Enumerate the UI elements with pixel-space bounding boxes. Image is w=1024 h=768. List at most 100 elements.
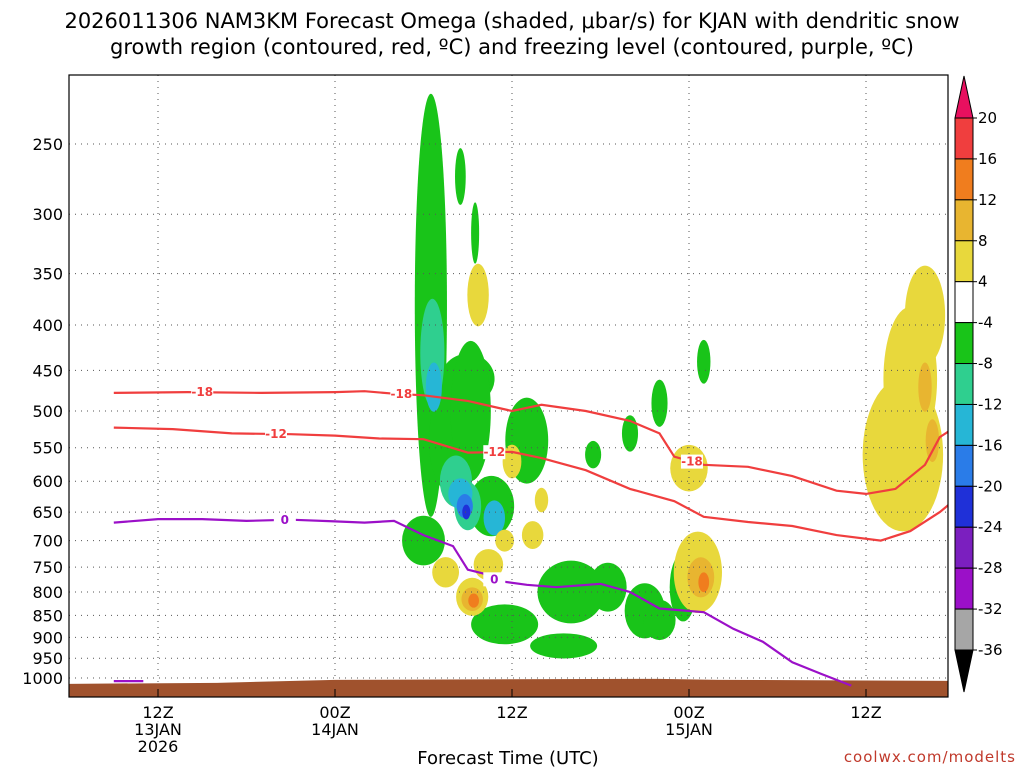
temperature-contours: -18 -18 -18 -12 -12 0 0 (113, 385, 948, 687)
omega-shade-6-2 (918, 362, 932, 412)
y-tick-label-400: 400 (32, 316, 63, 335)
contour-label-bg-1 (390, 387, 413, 402)
omega-shade-5-5 (521, 521, 544, 550)
omega-shade-7-1 (698, 572, 710, 593)
omega-shade-0-16 (697, 339, 711, 384)
colorbar-tick-label-13: -36 (978, 641, 1003, 659)
x-tick-label-4-0: 12Z (850, 703, 881, 722)
contour-label-5: 0 (281, 513, 289, 527)
y-tick-label-550: 550 (32, 439, 63, 458)
contour-label-bg-3 (265, 426, 287, 441)
colorbar-swatch-1 (954, 158, 974, 201)
y-tick-label-800: 800 (32, 583, 63, 602)
omega-shade-5-6 (502, 444, 522, 479)
y-tick-label-450: 450 (32, 361, 63, 380)
contour-label-0: -18 (191, 385, 213, 399)
colorbar-tick-label-1: 16 (978, 150, 997, 168)
colorbar-swatch-12 (954, 608, 974, 651)
x-tick-label-0-2: 2026 (138, 737, 179, 756)
contour-label-4: -12 (483, 445, 505, 459)
terrain-fill-shape (69, 678, 948, 697)
colorbar-top-arrow (954, 75, 974, 119)
contour-label-bg-4 (483, 445, 506, 460)
omega-shade-5-4 (495, 529, 515, 552)
colorbar-tick-label-10: -24 (978, 518, 1003, 536)
omega-shade-6-3 (925, 419, 940, 463)
colorbar-tick-label-2: 12 (978, 191, 997, 209)
x-tick-label-1-0: 00Z (319, 703, 350, 722)
terrain-fill (69, 678, 948, 697)
contour-0 (113, 390, 948, 496)
contour-label-bg-6 (483, 572, 506, 587)
colorbar-swatch-10 (954, 526, 974, 569)
y-tick-label-950: 950 (32, 649, 63, 668)
omega-shade-0-9 (530, 633, 598, 659)
colorbar-swatch-3 (954, 240, 974, 283)
colorbar-swatch-4 (954, 281, 974, 324)
colorbar-swatch-11 (954, 567, 974, 610)
omega-shade-0-18 (455, 148, 466, 205)
colorbar-tick-label-12: -32 (978, 600, 1003, 618)
colorbar-tick-label-8: -16 (978, 436, 1003, 454)
colorbar-tick-label-5: -4 (978, 314, 993, 332)
grid-lines (69, 75, 948, 697)
y-tick-label-600: 600 (32, 472, 63, 491)
x-tick-label-0-1: 13JAN (134, 720, 182, 739)
colorbar-tick-label-0: 20 (978, 109, 997, 127)
y-tick-label-700: 700 (32, 532, 63, 551)
x-tick-label-2-0: 12Z (496, 703, 527, 722)
y-tick-label-350: 350 (32, 265, 63, 284)
y-tick-label-750: 750 (32, 558, 63, 577)
colorbar-swatch-5 (954, 322, 974, 365)
y-tick-label-500: 500 (32, 402, 63, 421)
omega-shade-0-17 (585, 440, 602, 469)
colorbar-bottom-arrow (954, 649, 974, 693)
omega-shade-0-15 (651, 379, 668, 427)
colorbar-tick-label-4: 4 (978, 273, 988, 291)
omega-shade-0-8 (537, 560, 605, 624)
omega-shade-5-9 (534, 487, 549, 513)
omega-shade-0-19 (471, 202, 480, 264)
contour-label-1: -18 (391, 387, 413, 401)
colorbar-tick-label-9: -20 (978, 477, 1003, 495)
omega-shade-5-12 (904, 265, 946, 365)
x-tick-label-0-0: 12Z (142, 703, 173, 722)
plot-area: -18 -18 -18 -12 -12 0 0 250 300 350 400 450 500 550 6… (22, 74, 949, 756)
omega-shade-0-7 (471, 604, 539, 645)
colorbar-swatch-7 (954, 403, 974, 446)
y-tick-label-250: 250 (32, 135, 63, 154)
omega-shade-2-2 (483, 500, 506, 536)
x-tick-label-1-1: 14JAN (311, 720, 359, 739)
omega-shading (402, 93, 946, 659)
colorbar-swatch-2 (954, 199, 974, 242)
colorbar-swatch-0 (954, 117, 974, 160)
contour-label-bg-5 (273, 512, 296, 527)
y-tick-label-1000: 1000 (22, 669, 63, 688)
chart-title-line1: 2026011306 NAM3KM Forecast Omega (shaded… (64, 9, 959, 33)
contour-label-6: 0 (490, 572, 498, 586)
colorbar-swatch-8 (954, 444, 974, 487)
omega-shade-0-10 (589, 562, 627, 612)
y-tick-label-300: 300 (32, 205, 63, 224)
y-tick-label-900: 900 (32, 628, 63, 647)
omega-shade-0-12 (643, 599, 676, 641)
plot-frame (68, 74, 949, 698)
y-tick-label-850: 850 (32, 606, 63, 625)
contour-label-3: -12 (265, 427, 287, 441)
omega-shade-5-1 (432, 557, 460, 588)
omega-shade-0-4 (450, 340, 491, 482)
omega-shade-2-0 (425, 362, 442, 412)
chart-title-line2: growth region (contoured, red, ºC) and f… (110, 35, 914, 59)
omega-shade-0-14 (621, 415, 639, 452)
credit-text: coolwx.com/modelts (844, 748, 1016, 766)
contour-label-bg-0 (191, 385, 214, 400)
x-axis-label: Forecast Time (UTC) (417, 748, 598, 768)
colorbar-tick-label-11: -28 (978, 559, 1003, 577)
x-tick-label-3-0: 00Z (673, 703, 704, 722)
colorbar-tick-label-7: -12 (978, 395, 1003, 413)
colorbar-swatch-6 (954, 363, 974, 405)
omega-shade-5-0 (467, 263, 489, 327)
omega-shade-4-0 (462, 504, 471, 520)
contour-label-bg-2 (680, 454, 703, 469)
colorbar: 20 16 12 8 4 -4 -8 -12 -16 -20 -24 -28 -32 -36 (954, 75, 1003, 693)
